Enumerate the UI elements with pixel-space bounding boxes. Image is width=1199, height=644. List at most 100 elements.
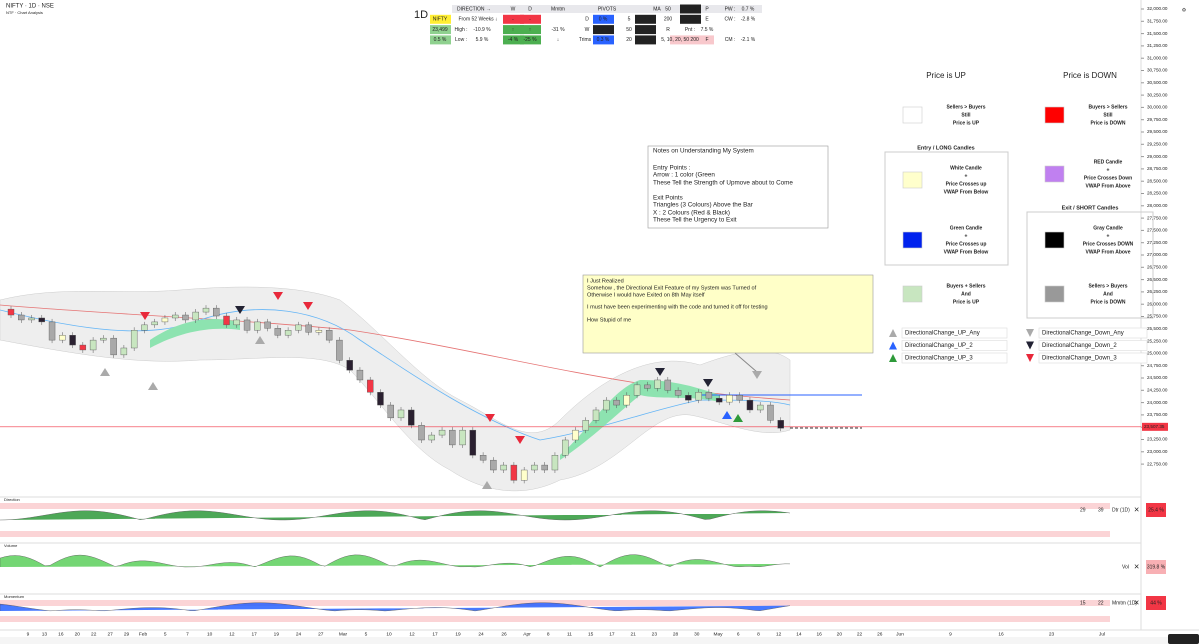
table-cell xyxy=(635,14,656,24)
price-label: 31,000.00 xyxy=(1147,55,1168,60)
date-label: 11 xyxy=(567,631,572,637)
table-text: ↓ xyxy=(557,37,560,43)
candle xyxy=(520,469,528,481)
price-label: 27,500.00 xyxy=(1147,228,1168,233)
candle xyxy=(264,321,271,329)
legend-text: Price is UP xyxy=(953,120,980,126)
price-label: 30,750.00 xyxy=(1147,68,1168,73)
legend-swatch xyxy=(1044,231,1065,249)
candle xyxy=(777,420,784,429)
legend-text: Gray Candle xyxy=(1093,225,1123,231)
pane-reading-bg xyxy=(1146,560,1166,574)
note-line: These Tell the Strength of Upmove about … xyxy=(653,180,793,187)
signal-up xyxy=(255,336,265,344)
price-label: 23,250.00 xyxy=(1147,437,1168,442)
price-label: 28,000.00 xyxy=(1147,203,1168,208)
legend-text: + xyxy=(965,173,968,179)
legend-text: VWAP From Below xyxy=(944,189,989,195)
price-label: 26,250.00 xyxy=(1147,289,1168,294)
date-label: Jul xyxy=(1099,631,1105,637)
pane-label: Dtr (1D) xyxy=(1112,507,1130,513)
price-label: 22,750.00 xyxy=(1147,461,1168,466)
note-line: These Tell the Urgency to Exit xyxy=(653,217,737,224)
candle xyxy=(284,330,292,336)
legend-text: And xyxy=(1103,291,1113,297)
candle xyxy=(172,314,179,319)
candle xyxy=(726,395,733,403)
pane-title: Volume xyxy=(4,543,18,548)
legend-text: Price Crosses Down xyxy=(1084,175,1132,181)
legend-text: Buyers + Sellers xyxy=(946,283,985,289)
timeframe: 1D xyxy=(414,9,428,21)
date-label: 13 xyxy=(42,631,48,637)
legend-swatch xyxy=(902,285,923,303)
table-text: P xyxy=(705,6,709,12)
date-label: 19 xyxy=(274,631,280,637)
note-line: Arrow : 1 color (Green xyxy=(653,172,715,179)
candle xyxy=(767,404,774,421)
candle xyxy=(305,324,312,333)
subtitle: NTF · Chart Analysis xyxy=(6,10,43,15)
table-text: -6.2 % xyxy=(683,17,698,23)
candle xyxy=(541,464,548,471)
date-label: Apr xyxy=(523,631,531,637)
date-label: 7 xyxy=(186,631,189,637)
table-text: From 52 Weeks ↓ xyxy=(458,17,497,23)
price-label: 28,750.00 xyxy=(1147,166,1168,171)
signal-row xyxy=(901,340,1008,351)
signal-up xyxy=(148,382,158,390)
date-label: 5 xyxy=(164,631,167,637)
table-text: -25 % xyxy=(523,37,537,43)
price-label: 30,250.00 xyxy=(1147,92,1168,97)
table-text: -2.8 % xyxy=(596,27,611,33)
candle xyxy=(685,395,692,401)
candle xyxy=(254,321,261,331)
candle xyxy=(38,317,45,323)
candle xyxy=(582,420,589,431)
price-label: 24,250.00 xyxy=(1147,388,1168,393)
table-cell xyxy=(670,35,714,45)
price-label: 25,000.00 xyxy=(1147,351,1168,356)
table-text: - xyxy=(529,17,531,23)
pane-wave xyxy=(0,510,791,521)
table-text: -4 % xyxy=(508,37,519,43)
price-label: 28,250.00 xyxy=(1147,191,1168,196)
date-label: Jun xyxy=(896,631,904,637)
signal-down xyxy=(752,371,762,379)
candle xyxy=(490,459,497,471)
pane-reading: 44 % xyxy=(1150,600,1162,606)
candle xyxy=(100,337,107,341)
price-label: 25,750.00 xyxy=(1147,314,1168,319)
candle xyxy=(500,464,507,471)
date-label: 10 xyxy=(386,631,392,637)
legend-text: Green Candle xyxy=(950,225,983,231)
date-label: 16 xyxy=(998,631,1004,637)
candle xyxy=(59,334,66,341)
callout-box xyxy=(582,274,874,354)
legend-text: + xyxy=(1107,233,1110,239)
table-cell xyxy=(430,35,451,45)
price-label: 28,500.00 xyxy=(1147,178,1168,183)
signal-name: DirectionalChange_Down_3 xyxy=(1042,356,1117,362)
table-text: W xyxy=(585,27,590,33)
candle xyxy=(202,307,210,313)
candle xyxy=(79,344,87,351)
candle xyxy=(459,429,466,446)
section-title: Exit / SHORT Candles xyxy=(1062,205,1119,211)
table-text: -2 % xyxy=(640,27,651,33)
signal-name: DirectionalChange_UP_3 xyxy=(905,356,973,362)
pane-band xyxy=(0,503,1110,509)
legend-text: + xyxy=(965,233,968,239)
price-label: 23,750.00 xyxy=(1147,412,1168,417)
candle xyxy=(654,379,661,389)
table-cell xyxy=(680,14,701,24)
price-label: 29,250.00 xyxy=(1147,142,1168,147)
candle xyxy=(551,455,559,471)
date-label: 17 xyxy=(609,631,615,637)
table-text: 0.5 % xyxy=(434,37,447,43)
section-title: Entry / LONG Candles xyxy=(917,145,974,151)
table-text: -10.9 % xyxy=(473,27,491,33)
table-text: Low : xyxy=(455,37,467,43)
axis-caption: ⚙ xyxy=(1182,7,1187,13)
